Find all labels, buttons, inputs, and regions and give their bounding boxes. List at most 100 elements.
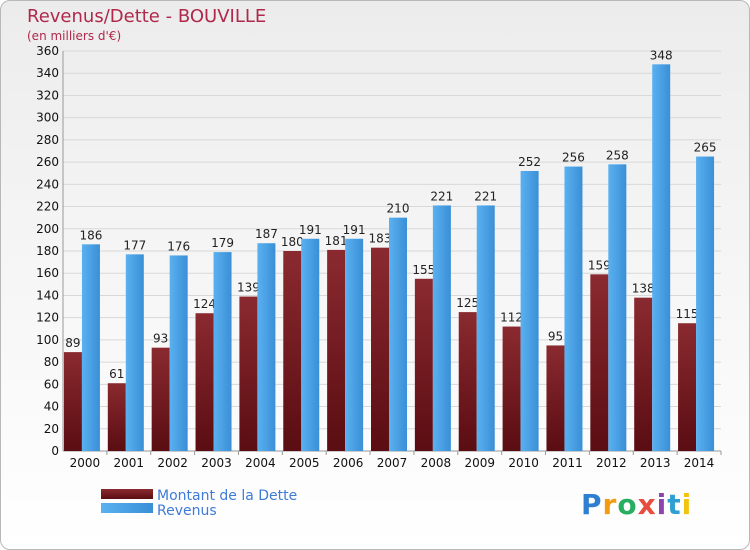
bar-revenus	[213, 252, 232, 451]
legend-label-revenus: Revenus	[157, 503, 217, 519]
data-label-revenus: 186	[79, 228, 102, 242]
y-tick-label: 200	[36, 222, 59, 236]
x-tick-label: 2006	[333, 456, 364, 470]
x-tick-label: 2011	[552, 456, 583, 470]
y-tick-label: 260	[36, 155, 59, 169]
y-tick-label: 100	[36, 333, 59, 347]
y-tick-label: 180	[36, 244, 59, 258]
data-label-revenus: 256	[562, 151, 585, 165]
data-label-revenus: 258	[606, 148, 629, 162]
data-label-revenus: 221	[474, 189, 497, 203]
chart-title: Revenus/Dette - BOUVILLE	[27, 6, 267, 27]
bar-dette	[502, 326, 521, 451]
data-label-dette: 159	[588, 258, 611, 272]
y-tick-label: 360	[36, 44, 59, 58]
bar-dette	[678, 323, 697, 451]
x-tick-label: 2008	[421, 456, 452, 470]
logo-letter: x	[637, 488, 657, 521]
data-label-revenus: 210	[387, 202, 410, 216]
data-label-revenus: 177	[123, 238, 146, 252]
y-tick-label: 120	[36, 311, 59, 325]
bar-revenus	[169, 255, 188, 451]
bar-revenus	[476, 205, 495, 451]
logo-letter: P	[581, 488, 603, 521]
data-label-revenus: 221	[430, 189, 453, 203]
y-tick-label: 40	[44, 400, 59, 414]
bar-revenus	[432, 205, 451, 451]
data-label-dette: 180	[281, 235, 304, 249]
y-tick-label: 340	[36, 66, 59, 80]
data-label-dette: 112	[500, 311, 523, 325]
y-tick-label: 80	[44, 355, 59, 369]
data-label-dette: 124	[193, 297, 216, 311]
data-label-dette: 138	[632, 282, 655, 296]
bar-revenus	[301, 238, 320, 451]
bar-revenus	[608, 164, 627, 452]
y-tick-label: 20	[44, 422, 59, 436]
y-tick-label: 140	[36, 288, 59, 302]
bar-dette	[546, 345, 565, 451]
data-label-dette: 89	[65, 336, 80, 350]
x-tick-label: 2004	[245, 456, 276, 470]
bar-revenus	[696, 156, 715, 452]
x-tick-label: 2002	[157, 456, 188, 470]
y-tick-label: 240	[36, 177, 59, 191]
bar-revenus	[389, 217, 407, 451]
y-tick-label: 280	[36, 133, 59, 147]
data-label-dette: 183	[369, 232, 392, 246]
logo-letter: o	[617, 488, 638, 521]
bar-dette	[239, 296, 258, 451]
data-label-revenus: 191	[299, 223, 322, 237]
bar-dette	[414, 278, 433, 451]
legend-label-dette: Montant de la Dette	[157, 488, 297, 504]
bar-revenus	[257, 243, 276, 451]
x-tick-label: 2013	[640, 456, 671, 470]
x-tick-label: 2000	[70, 456, 101, 470]
x-tick-label: 2001	[114, 456, 145, 470]
bar-revenus	[125, 254, 144, 451]
x-tick-label: 2010	[508, 456, 539, 470]
logo-letter: i	[656, 488, 668, 521]
x-tick-label: 2009	[464, 456, 495, 470]
data-label-revenus: 348	[650, 48, 673, 62]
data-label-dette: 155	[412, 263, 435, 277]
bar-revenus	[81, 244, 100, 451]
x-tick-label: 2012	[596, 456, 627, 470]
bar-dette	[283, 251, 302, 451]
x-tick-label: 2003	[201, 456, 232, 470]
bar-revenus	[564, 166, 583, 452]
y-tick-label: 160	[36, 266, 59, 280]
data-label-dette: 95	[548, 329, 563, 343]
data-label-dette: 139	[237, 281, 260, 295]
data-label-dette: 61	[109, 367, 124, 381]
logo-letter: r	[602, 488, 618, 521]
legend-swatch-dette	[101, 489, 153, 499]
data-label-revenus: 252	[518, 155, 541, 169]
data-label-dette: 115	[676, 307, 699, 321]
data-label-revenus: 191	[343, 223, 366, 237]
y-tick-label: 320	[36, 88, 59, 102]
bar-dette	[151, 347, 170, 451]
bar-dette	[458, 312, 477, 451]
bar-revenus	[345, 238, 364, 451]
chart-subtitle: (en milliers d'€)	[27, 29, 122, 43]
data-label-dette: 125	[456, 296, 479, 310]
bar-revenus	[520, 171, 539, 451]
logo-letter: t	[667, 488, 682, 521]
bar-dette	[195, 313, 214, 451]
bar-dette	[634, 297, 653, 451]
data-label-revenus: 176	[167, 239, 190, 253]
data-label-revenus: 187	[255, 227, 278, 241]
y-tick-label: 60	[44, 377, 59, 391]
proxiti-logo: Proxiti	[581, 488, 692, 521]
data-label-dette: 181	[325, 234, 348, 248]
logo-letter: i	[681, 488, 693, 521]
y-tick-label: 300	[36, 111, 59, 125]
y-tick-label: 0	[51, 444, 59, 458]
data-label-revenus: 179	[211, 236, 234, 250]
bar-revenus	[652, 64, 671, 452]
x-tick-label: 2007	[377, 456, 408, 470]
bar-dette	[107, 383, 126, 451]
